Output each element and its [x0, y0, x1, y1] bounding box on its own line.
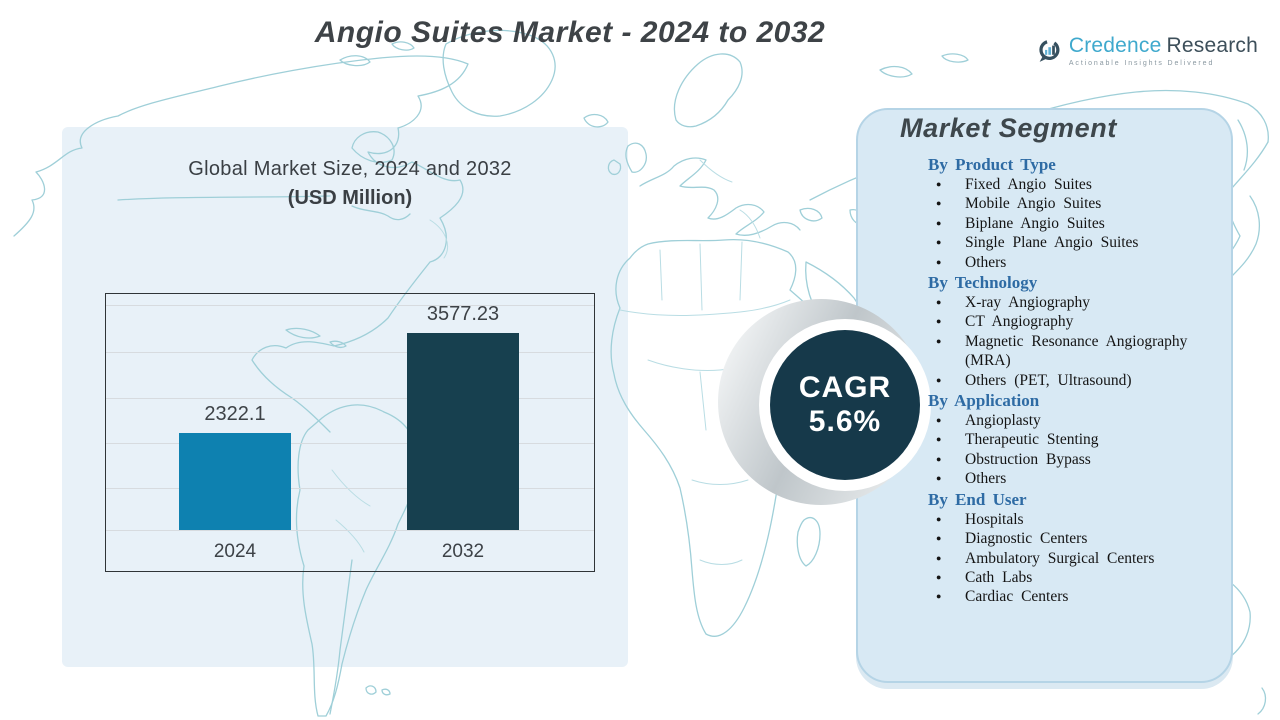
bullet-icon: ●	[936, 316, 942, 327]
segment-item-label: Obstruction Bypass	[965, 450, 1091, 468]
credence-research-logo: Credence Research Actionable Insights Del…	[1038, 28, 1258, 74]
segment-item: ● X-ray Angiography	[928, 293, 1220, 312]
segment-item: ● Ambulatory Surgical Centers	[928, 549, 1220, 568]
bullet-icon: ●	[936, 256, 942, 267]
segment-item-label: Mobile Angio Suites	[965, 195, 1102, 213]
cagr-badge: CAGR 5.6%	[770, 330, 920, 480]
logo-tagline: Actionable Insights Delivered	[1068, 60, 1215, 67]
segment-item: ● Angioplasty	[928, 411, 1220, 430]
segment-item: ● Single Plane Angio Suites	[928, 233, 1220, 252]
segment-item: ● Fixed Angio Suites	[928, 175, 1220, 194]
segment-item: ● Mobile Angio Suites	[928, 194, 1220, 213]
chart-gridline	[106, 352, 594, 353]
bar-category-2032: 2032	[441, 541, 485, 562]
segment-item-label: Hospitals	[965, 510, 1024, 528]
segment-item: ● Diagnostic Centers	[928, 529, 1220, 548]
bar-chart-speech-bubble-icon	[1039, 39, 1060, 62]
page-title: Angio Suites Market - 2024 to 2032	[314, 16, 826, 49]
bullet-icon: ●	[936, 179, 942, 189]
bullet-icon: ●	[936, 297, 942, 308]
bullet-icon: ●	[936, 374, 942, 385]
bullet-icon: ●	[936, 473, 942, 484]
segment-item: ● Others (PET, Ultrasound)	[928, 371, 1220, 390]
segment-item-label: Single Plane Angio Suites	[965, 234, 1139, 252]
bar-chart: 2322.1 2024 3577.23 2032	[105, 293, 595, 572]
bar-2024	[179, 433, 291, 530]
cagr-label: CAGR	[798, 370, 892, 404]
segment-item-label: Biplane Angio Suites	[965, 214, 1105, 232]
bullet-icon: ●	[936, 415, 942, 426]
chart-heading-line1: Global Market Size, 2024 and 2032	[188, 158, 512, 180]
market-segment-title: Market Segment	[900, 113, 1117, 143]
logo-brand-secondary: Research	[1166, 34, 1258, 57]
logo-brand-primary: Credence	[1068, 34, 1162, 57]
bullet-icon: ●	[936, 513, 942, 524]
bullet-icon: ●	[936, 571, 942, 582]
segment-heading: By Technology	[928, 273, 1038, 293]
segment-item-label: Therapeutic Stenting	[965, 431, 1099, 449]
segment-item: ● Others	[928, 469, 1220, 488]
chart-heading-line2: (USD Million)	[287, 187, 413, 209]
segment-item: ● Therapeutic Stenting	[928, 430, 1220, 449]
bullet-icon: ●	[936, 453, 942, 464]
bar-value-2024: 2322.1	[204, 403, 266, 425]
segment-heading: By End User	[928, 489, 1027, 509]
bullet-icon: ●	[936, 552, 942, 563]
market-segment-list: By Product Type ● Fixed Angio Suites ● Mobil…	[928, 154, 1220, 607]
chart-gridline	[106, 530, 594, 531]
segment-item-label: Angioplasty	[965, 412, 1041, 430]
segment-item: ● Magnetic Resonance Angiography (MRA)	[928, 332, 1220, 371]
segment-heading: By Application	[928, 391, 1040, 411]
segment-item: ● Obstruction Bypass	[928, 450, 1220, 469]
chart-gridline	[106, 398, 594, 399]
segment-item-label: Others	[965, 470, 1007, 488]
segment-item: ● Cardiac Centers	[928, 587, 1220, 606]
logo-text: Credence Research Actionable Insights Del…	[1069, 35, 1258, 67]
segment-item-label: Others (PET, Ultrasound)	[965, 371, 1132, 389]
segment-item-label: Cardiac Centers	[965, 588, 1069, 606]
segment-item-label: Magnetic Resonance Angiography (MRA)	[965, 332, 1188, 370]
segment-item-label: Ambulatory Surgical Centers	[965, 549, 1155, 567]
segment-item: ● CT Angiography	[928, 312, 1220, 331]
segment-heading: By Product Type	[928, 155, 1056, 174]
segment-item-label: Cath Labs	[965, 568, 1033, 586]
bar-category-2024: 2024	[213, 541, 257, 562]
bar-value-2032: 3577.23	[426, 303, 500, 325]
bullet-icon: ●	[936, 198, 942, 209]
segment-item: ● Others	[928, 253, 1220, 272]
bullet-icon: ●	[936, 591, 942, 602]
segment-item-label: CT Angiography	[965, 313, 1074, 331]
bullet-icon: ●	[936, 237, 942, 248]
segment-item-label: Diagnostic Centers	[965, 530, 1088, 548]
segment-item: ● Biplane Angio Suites	[928, 214, 1220, 233]
bullet-icon: ●	[936, 434, 942, 445]
segment-item: ● Cath Labs	[928, 568, 1220, 587]
segment-item-label: X-ray Angiography	[965, 294, 1090, 312]
segment-item-label: Others	[965, 253, 1007, 271]
segment-item: ● Hospitals	[928, 510, 1220, 529]
cagr-value: 5.6%	[808, 405, 882, 438]
chart-heading: Global Market Size, 2024 and 2032 (USD M…	[120, 158, 580, 210]
bullet-icon: ●	[936, 217, 942, 228]
bullet-icon: ●	[936, 533, 942, 544]
segment-item-label: Fixed Angio Suites	[965, 176, 1092, 193]
bar-2032	[407, 333, 519, 530]
bullet-icon: ●	[936, 335, 942, 346]
